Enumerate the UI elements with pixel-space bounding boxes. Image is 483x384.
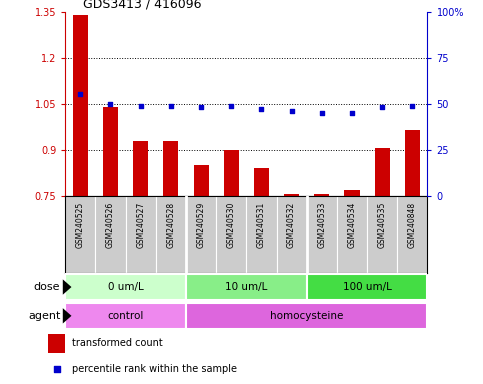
Bar	[133, 141, 148, 196]
Bar	[96, 196, 126, 273]
Text: 0 um/L: 0 um/L	[108, 282, 143, 292]
Point	[409, 103, 416, 109]
Text: GSM240534: GSM240534	[347, 202, 356, 248]
Text: control: control	[107, 311, 144, 321]
Text: 100 um/L: 100 um/L	[342, 282, 392, 292]
Bar	[186, 274, 307, 300]
Point	[257, 106, 265, 112]
Text: GSM240532: GSM240532	[287, 202, 296, 248]
Bar	[307, 196, 337, 273]
Point	[107, 101, 114, 107]
Bar	[126, 196, 156, 273]
Text: GSM240848: GSM240848	[408, 202, 417, 248]
Text: GSM240525: GSM240525	[76, 202, 85, 248]
Bar	[216, 196, 246, 273]
Text: GSM240530: GSM240530	[227, 202, 236, 248]
Text: dose: dose	[34, 282, 60, 292]
Bar	[405, 130, 420, 196]
Bar	[246, 196, 276, 273]
Bar	[314, 194, 329, 196]
Bar	[254, 168, 269, 196]
Bar	[163, 141, 178, 196]
Point	[197, 104, 205, 111]
Bar	[276, 196, 307, 273]
Text: 10 um/L: 10 um/L	[225, 282, 268, 292]
Point	[288, 108, 296, 114]
Bar	[65, 274, 186, 300]
Bar	[103, 107, 118, 196]
Text: percentile rank within the sample: percentile rank within the sample	[72, 364, 238, 374]
Bar	[397, 196, 427, 273]
Bar	[186, 303, 427, 329]
Text: GSM240531: GSM240531	[257, 202, 266, 248]
Point	[167, 103, 175, 109]
Bar	[48, 334, 65, 353]
Point	[53, 366, 60, 372]
Text: transformed count: transformed count	[72, 338, 163, 348]
Text: GSM240526: GSM240526	[106, 202, 115, 248]
Bar	[194, 165, 209, 196]
Text: homocysteine: homocysteine	[270, 311, 343, 321]
Text: GSM240533: GSM240533	[317, 202, 327, 248]
Point	[76, 91, 84, 98]
Bar	[186, 196, 216, 273]
Bar	[337, 196, 367, 273]
Point	[137, 103, 144, 109]
Bar	[65, 303, 186, 329]
Bar	[367, 196, 397, 273]
Text: GSM240527: GSM240527	[136, 202, 145, 248]
Point	[348, 110, 356, 116]
Point	[227, 103, 235, 109]
Bar	[73, 15, 88, 196]
Bar	[307, 274, 427, 300]
Bar	[156, 196, 186, 273]
Point	[318, 110, 326, 116]
Text: GDS3413 / 416096: GDS3413 / 416096	[84, 0, 202, 10]
Bar	[375, 148, 390, 196]
Text: GSM240529: GSM240529	[197, 202, 206, 248]
Bar	[224, 150, 239, 196]
Bar	[284, 194, 299, 196]
Text: GSM240528: GSM240528	[166, 202, 175, 248]
Point	[378, 104, 386, 111]
Text: GSM240535: GSM240535	[378, 202, 387, 248]
Bar	[344, 190, 359, 196]
Text: agent: agent	[28, 311, 60, 321]
Bar	[65, 196, 96, 273]
